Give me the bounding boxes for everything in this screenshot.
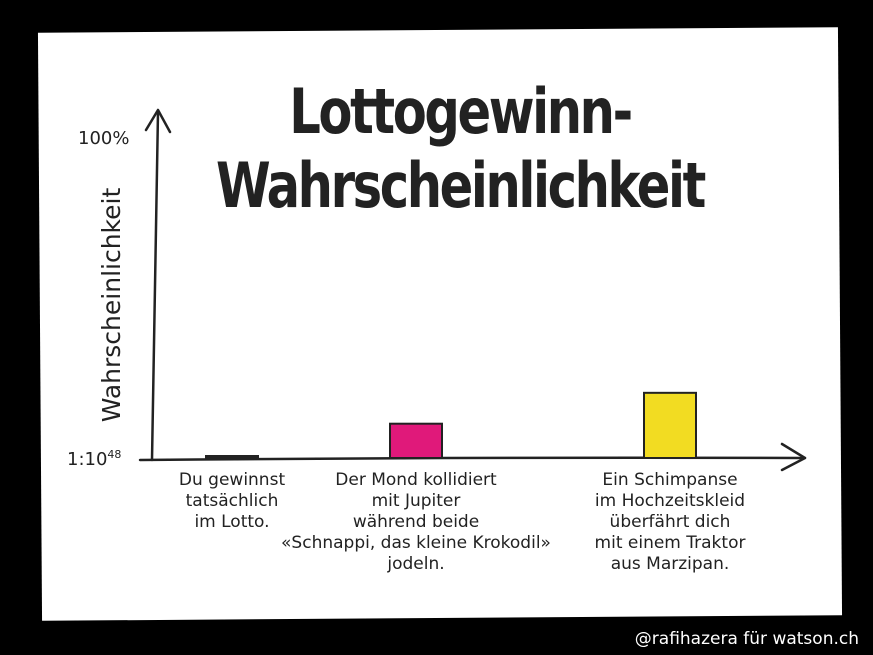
bar-3 bbox=[643, 391, 697, 459]
y-tick-bottom-exponent: 48 bbox=[107, 448, 122, 461]
y-axis-arrowhead bbox=[144, 108, 172, 134]
x-axis-arrowhead bbox=[780, 442, 807, 472]
category-label-2: Der Mond kollidiert mit Jupiter während … bbox=[281, 470, 551, 574]
bar-1 bbox=[205, 455, 259, 459]
x-axis-line bbox=[138, 456, 807, 462]
y-axis-line bbox=[150, 110, 160, 462]
credit-text: @rafihazera für watson.ch bbox=[634, 629, 859, 649]
title-line-2: Wahrscheinlichkeit bbox=[216, 149, 706, 222]
category-label-3: Ein Schimpanse im Hochzeitskleid überfäh… bbox=[594, 470, 746, 574]
chart-title: Lottogewinn- Wahrscheinlichkeit bbox=[212, 75, 708, 223]
y-tick-top: 100% bbox=[78, 128, 130, 149]
title-line-1: Lottogewinn- bbox=[289, 75, 633, 148]
y-tick-bottom-base: 1:10 bbox=[67, 449, 108, 470]
category-label-1: Du gewinnst tatsächlich im Lotto. bbox=[178, 470, 286, 532]
bar-2 bbox=[389, 422, 443, 460]
y-tick-bottom: 1:1048 bbox=[67, 448, 121, 470]
